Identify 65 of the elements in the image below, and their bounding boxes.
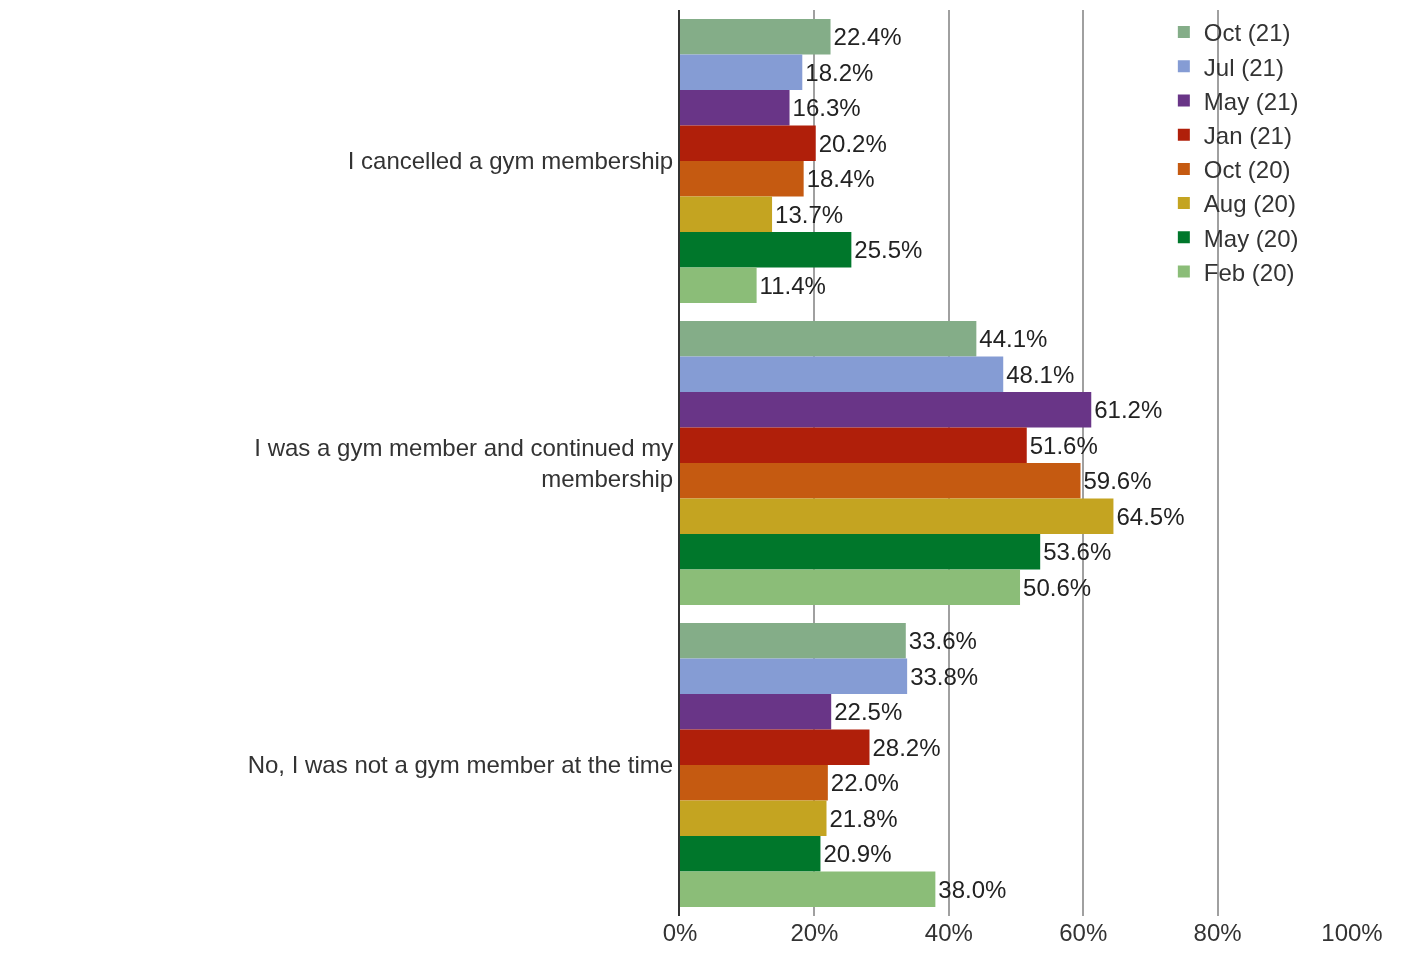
data-label: 13.7% bbox=[775, 200, 844, 228]
data-label: 18.2% bbox=[805, 58, 874, 86]
bar bbox=[680, 125, 816, 161]
data-label: 50.6% bbox=[1023, 573, 1092, 601]
data-label: 21.8% bbox=[829, 804, 898, 832]
x-tick-label: 80% bbox=[1193, 919, 1242, 946]
data-label: 59.6% bbox=[1083, 467, 1152, 495]
bar bbox=[680, 871, 936, 907]
bar bbox=[680, 694, 832, 730]
x-tick-label: 100% bbox=[1321, 919, 1383, 946]
data-label: 38.0% bbox=[938, 875, 1007, 903]
y-tick-label: I cancelled a gym membership bbox=[347, 147, 674, 175]
x-tick-label: 0% bbox=[662, 919, 698, 946]
bar bbox=[680, 267, 757, 303]
bar bbox=[680, 321, 977, 357]
data-label: 53.6% bbox=[1043, 538, 1112, 566]
bar bbox=[680, 231, 852, 268]
bar bbox=[680, 392, 1092, 428]
legend-label: May (20) bbox=[1203, 224, 1299, 252]
x-tick-label: 20% bbox=[790, 919, 839, 946]
legend-label: Oct (21) bbox=[1203, 19, 1291, 47]
data-label: 22.5% bbox=[834, 698, 903, 726]
x-tick-label: 60% bbox=[1059, 919, 1108, 946]
data-label: 48.1% bbox=[1006, 360, 1075, 388]
legend-label: Aug (20) bbox=[1203, 190, 1296, 218]
data-label: 22.0% bbox=[830, 769, 899, 797]
data-label: 44.1% bbox=[979, 325, 1048, 353]
bar bbox=[680, 623, 906, 659]
data-label: 18.4% bbox=[806, 165, 875, 193]
legend-label: May (21) bbox=[1203, 87, 1299, 115]
bar bbox=[680, 533, 1041, 570]
bar bbox=[680, 498, 1114, 534]
data-label: 51.6% bbox=[1029, 431, 1098, 459]
data-label: 61.2% bbox=[1094, 396, 1163, 424]
data-label: 20.2% bbox=[818, 129, 887, 157]
bar bbox=[680, 658, 908, 695]
data-label: 25.5% bbox=[854, 236, 923, 264]
bar bbox=[680, 835, 821, 872]
bar bbox=[680, 800, 827, 836]
bar bbox=[680, 569, 1021, 605]
bar bbox=[680, 19, 831, 55]
legend-label: Oct (20) bbox=[1203, 156, 1291, 184]
y-tick-label: No, I was not a gym member at the time bbox=[247, 751, 674, 779]
bar bbox=[680, 161, 804, 197]
bar bbox=[680, 90, 790, 126]
data-label: 33.8% bbox=[910, 662, 979, 690]
bar bbox=[680, 729, 870, 765]
data-label: 28.2% bbox=[872, 733, 941, 761]
data-label: 11.4% bbox=[759, 271, 826, 299]
data-label: 20.9% bbox=[823, 840, 892, 868]
bar bbox=[680, 765, 828, 801]
legend-label: Jul (21) bbox=[1203, 53, 1284, 81]
y-tick-label: I was a gym member and continued my membership bbox=[254, 433, 674, 492]
legend-label: Feb (20) bbox=[1203, 258, 1295, 286]
bar bbox=[680, 427, 1027, 463]
data-label: 33.6% bbox=[908, 627, 977, 655]
bar bbox=[680, 356, 1004, 393]
x-tick-label: 40% bbox=[924, 919, 973, 946]
bar bbox=[680, 54, 803, 91]
data-label: 22.4% bbox=[833, 23, 902, 51]
data-label: 64.5% bbox=[1116, 502, 1185, 530]
bar bbox=[680, 463, 1081, 499]
legend-label: Jan (21) bbox=[1203, 122, 1292, 150]
bar bbox=[680, 196, 773, 232]
data-label: 16.3% bbox=[792, 94, 861, 122]
